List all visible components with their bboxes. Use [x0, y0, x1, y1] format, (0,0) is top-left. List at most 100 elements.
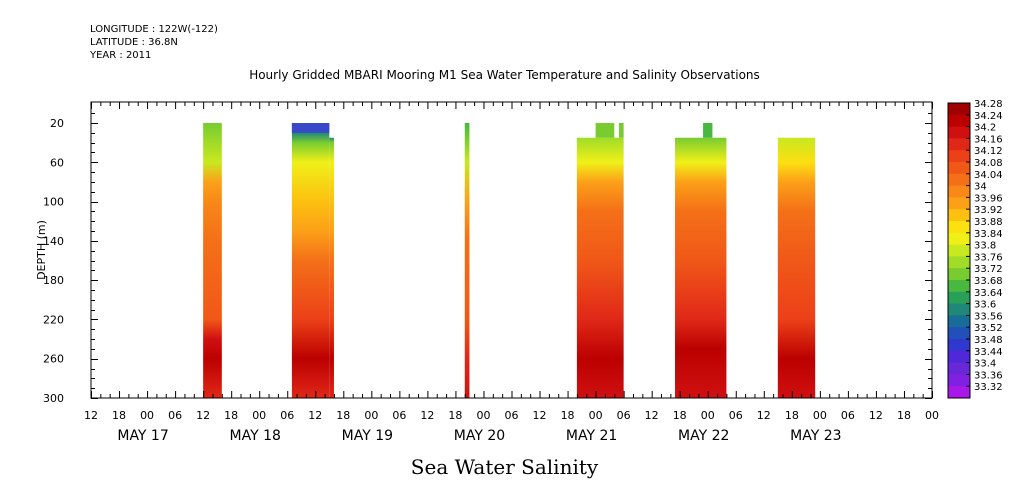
- x-tick-label: 06: [841, 409, 855, 422]
- axes: 12 18 00 06 12 18 00 06 12 18 00 06 12 18 00 06 12 18 00 06…: [35, 101, 939, 444]
- colorbar-label: 33.44: [974, 347, 1003, 358]
- x-tick-label: 12: [869, 409, 883, 422]
- colorbar-swatch: [948, 162, 970, 175]
- data-segment: [329, 137, 334, 398]
- colorbar-label: 34.24: [974, 111, 1003, 122]
- colorbar-label: 33.88: [974, 217, 1003, 228]
- colorbar-swatch: [948, 280, 970, 293]
- x-day-label: MAY 21: [566, 428, 617, 444]
- colorbar-swatch: [948, 315, 970, 328]
- colorbar-swatch: [948, 150, 970, 163]
- y-axis-label: DEPTH (m): [35, 220, 48, 280]
- colorbar-swatch: [948, 173, 970, 187]
- colorbar-label: 33.92: [974, 205, 1003, 216]
- data-block: [291, 123, 330, 133]
- colorbar-swatch: [948, 339, 970, 352]
- colorbar-swatch: [948, 138, 970, 151]
- colorbar-label: 33.68: [974, 276, 1003, 287]
- x-day-label: MAY 23: [790, 428, 841, 444]
- x-tick-label: 06: [168, 409, 182, 422]
- longitude-label: LONGITUDE : 122W(-122): [90, 24, 218, 35]
- x-tick-label: 12: [308, 409, 322, 422]
- data-block: [703, 123, 713, 138]
- x-tick-label: 18: [785, 409, 799, 422]
- colorbar-swatch: [948, 103, 970, 116]
- data-segment: [203, 123, 222, 398]
- data-segment: [576, 137, 624, 398]
- colorbar-swatch: [948, 221, 970, 234]
- colorbar-swatch: [948, 185, 970, 198]
- y-tick-label: 140: [43, 235, 64, 248]
- colorbar-swatch: [948, 256, 970, 269]
- x-tick-label: 18: [224, 409, 238, 422]
- colorbar-label: 33.36: [974, 370, 1003, 381]
- colorbar-label: 33.6: [974, 300, 996, 311]
- colorbar-label: 33.48: [974, 335, 1003, 346]
- y-tick-label: 260: [43, 353, 64, 366]
- x-tick-label: 00: [813, 409, 827, 422]
- x-day-label: MAY 19: [342, 428, 393, 444]
- chart-title: Hourly Gridded MBARI Mooring M1 Sea Wate…: [249, 68, 760, 82]
- x-tick-label: 06: [280, 409, 294, 422]
- colorbar-swatch: [948, 327, 970, 340]
- x-tick-label: 00: [589, 409, 603, 422]
- data-segment: [675, 137, 727, 398]
- x-tick-label: 12: [533, 409, 547, 422]
- x-tick-label: 06: [392, 409, 406, 422]
- x-tick-label: 06: [505, 409, 519, 422]
- y-tick-label: 100: [43, 196, 64, 209]
- colorbar-label: 33.32: [974, 382, 1003, 393]
- colorbar-label: 34.28: [974, 99, 1003, 110]
- colorbar-swatch: [948, 126, 970, 139]
- colorbar-label: 34.08: [974, 158, 1003, 169]
- latitude-label: LATITUDE : 36.8N: [90, 37, 178, 48]
- colorbar: 34.2834.2434.234.1634.1234.0834.043433.9…: [947, 99, 1003, 399]
- colorbar-swatch: [948, 386, 970, 399]
- colorbar-swatch: [948, 374, 970, 387]
- data-block: [618, 123, 624, 138]
- colorbar-label: 33.96: [974, 193, 1003, 204]
- colorbar-label: 33.8: [974, 241, 996, 252]
- colorbar-label: 34.16: [974, 134, 1003, 145]
- colorbar-swatch: [948, 232, 970, 246]
- x-day-label: MAY 20: [454, 428, 505, 444]
- colorbar-swatch: [948, 362, 970, 375]
- colorbar-label: 34.12: [974, 146, 1003, 157]
- x-tick-label: 12: [196, 409, 210, 422]
- x-day-label: MAY 17: [117, 428, 168, 444]
- x-tick-label: 00: [364, 409, 378, 422]
- colorbar-swatch: [948, 114, 970, 128]
- data-segment: [291, 123, 330, 398]
- x-day-label: MAY 22: [678, 428, 729, 444]
- colorbar-label: 33.4: [974, 359, 996, 370]
- x-tick-label: 18: [561, 409, 575, 422]
- plot-area: [203, 123, 816, 398]
- data-segment: [777, 137, 816, 398]
- x-tick-label: 06: [617, 409, 631, 422]
- y-tick-label: 60: [50, 156, 64, 169]
- colorbar-label: 33.64: [974, 288, 1003, 299]
- colorbar-swatch: [948, 244, 970, 257]
- x-tick-label: 06: [729, 409, 743, 422]
- colorbar-swatch: [948, 350, 970, 364]
- x-tick-label: 00: [252, 409, 266, 422]
- colorbar-label: 34.04: [974, 170, 1003, 181]
- colorbar-label: 33.52: [974, 323, 1003, 334]
- colorbar-swatch: [948, 268, 970, 281]
- x-tick-label: 00: [140, 409, 154, 422]
- x-tick-label: 18: [673, 409, 687, 422]
- colorbar-swatch: [948, 209, 970, 222]
- colorbar-label: 34.2: [974, 123, 996, 134]
- x-tick-label: 00: [701, 409, 715, 422]
- y-tick-label: 20: [50, 117, 64, 130]
- x-tick-label: 18: [897, 409, 911, 422]
- colorbar-label: 34: [974, 182, 987, 193]
- x-day-label: MAY 18: [230, 428, 281, 444]
- data-block: [595, 123, 615, 138]
- variable-title: Sea Water Salinity: [410, 455, 599, 479]
- colorbar-label: 33.76: [974, 252, 1003, 263]
- x-tick-label: 12: [757, 409, 771, 422]
- x-tick-label: 12: [645, 409, 659, 422]
- y-tick-label: 220: [43, 313, 64, 326]
